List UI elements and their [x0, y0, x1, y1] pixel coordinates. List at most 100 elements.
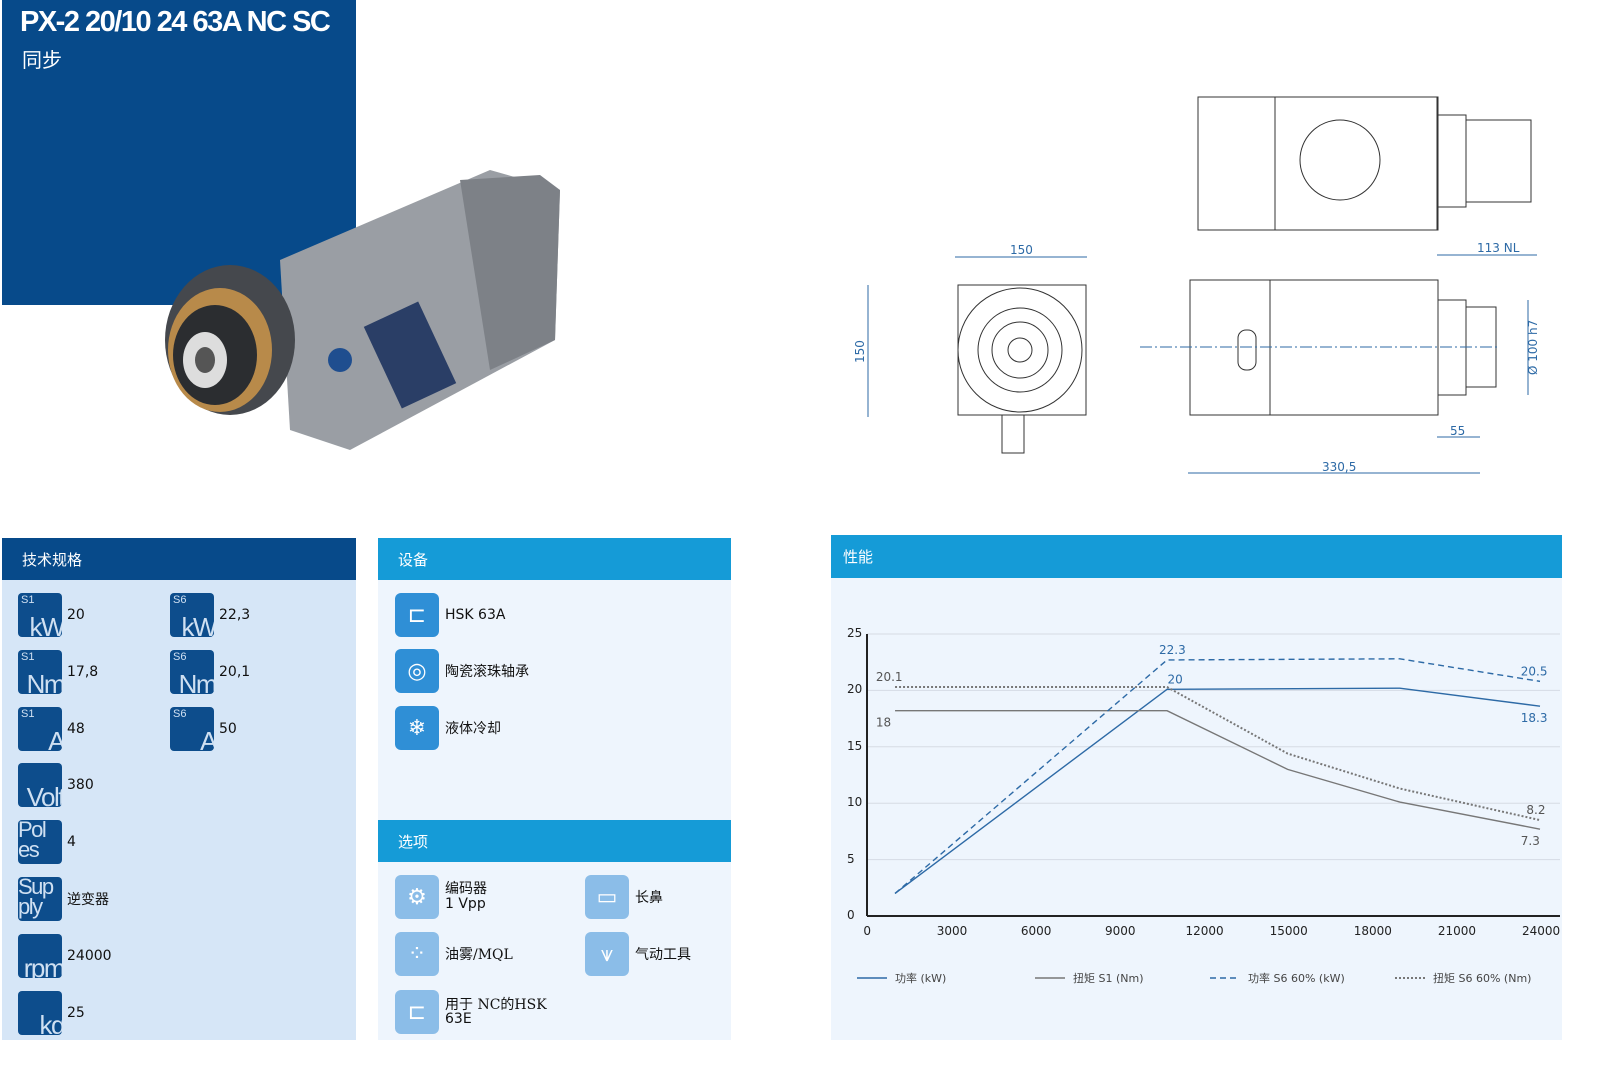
y-tick-label: 25 — [847, 626, 863, 640]
option-item: ⚙ 编码器 1 Vpp — [395, 875, 487, 919]
spec-item: S6 A 50 — [170, 707, 237, 751]
x-tick-label: 21000 — [1437, 924, 1477, 938]
data-label: 20.1 — [876, 670, 903, 684]
y-tick-label: 10 — [847, 795, 863, 810]
legend-label: 功率 S6 60% (kW) — [1248, 972, 1345, 985]
title-block: PX-2 20/10 24 63A NC SC 同步 — [2, 0, 356, 305]
spec-item: S1 kW 20 — [18, 593, 85, 637]
spec-value: 20 — [67, 607, 85, 623]
dim-length: 330,5 — [1322, 460, 1356, 474]
equipment-label: 陶瓷滚珠轴承 — [445, 664, 529, 680]
spec-item: S6 kW 22,3 — [170, 593, 250, 637]
option-label: 编码器 — [445, 881, 487, 897]
spec-item: S1 A 48 — [18, 707, 85, 751]
option-item: ⁘ 油雾/MQL — [395, 932, 513, 976]
legend-swatch — [857, 977, 887, 979]
legend-label: 功率 (kW) — [895, 972, 947, 985]
dim-offset: 55 — [1450, 424, 1465, 438]
legend-item: 功率 S6 60% (kW) — [1210, 970, 1345, 986]
equipment-label: 液体冷却 — [445, 721, 501, 737]
series-line-3 — [895, 686, 1541, 822]
spec-unit-badge: S1 kW — [18, 593, 62, 637]
spec-value: 48 — [67, 721, 85, 737]
spec-item: Volt 380 — [18, 763, 94, 807]
long-nose-icon: ▭ — [585, 875, 629, 919]
spec-value: 25 — [67, 1005, 85, 1021]
x-tick-label: 18000 — [1353, 924, 1392, 938]
spec-value: 22,3 — [219, 607, 251, 623]
y-tick-label: 20 — [847, 682, 863, 697]
option-label: 长鼻 — [635, 890, 663, 906]
equipment-item: ⊏ HSK 63A — [395, 593, 505, 637]
x-tick-label: 15000 — [1269, 924, 1308, 938]
bearing-icon: ◎ — [395, 649, 439, 693]
x-tick-label: 6000 — [1020, 924, 1052, 938]
spec-unit-badge: Volt — [18, 763, 62, 807]
data-label: 8.2 — [1526, 803, 1545, 817]
equipment-label: HSK 63A — [445, 607, 506, 623]
x-tick-label: 3000 — [936, 924, 968, 938]
spec-value: 380 — [67, 777, 94, 793]
product-title: PX-2 20/10 24 63A NC SC — [20, 6, 331, 38]
series-line-2 — [894, 658, 1541, 894]
option-label: 用于 NC的HSK — [445, 997, 547, 1013]
options-header: 选项 — [378, 820, 731, 862]
legend-item: 功率 (kW) — [857, 970, 946, 986]
spec-value: 50 — [219, 721, 237, 737]
legend-label: 扭矩 S1 (Nm) — [1073, 972, 1144, 985]
series-line-1 — [895, 710, 1541, 830]
spec-unit-badge: S1 Nm — [18, 650, 62, 694]
dim-front-height: 150 — [853, 340, 867, 363]
spec-item: S1 Nm 17,8 — [18, 650, 98, 694]
legend-item: 扭矩 S6 60% (Nm) — [1395, 970, 1531, 986]
spec-unit-badge: S6 Nm — [170, 650, 214, 694]
mql-icon: ⁘ — [395, 932, 439, 976]
technical-drawings: 150 150 113 NL Ø 100 h7 55 330,5 — [853, 96, 1540, 474]
dim-nose-length: 113 NL — [1477, 241, 1520, 255]
spec-value: 逆变器 — [67, 892, 109, 908]
pneumatic-tool-icon: ⩛ — [585, 932, 629, 976]
spec-unit-badge: S6 A — [170, 707, 214, 751]
x-tick-label: 24000 — [1522, 924, 1561, 938]
encoder-icon: ⚙ — [395, 875, 439, 919]
nc-hsk-icon: ⊏ — [395, 990, 439, 1034]
spec-value: 24000 — [67, 948, 112, 964]
option-label: 气动工具 — [635, 947, 691, 963]
dim-diameter: Ø 100 h7 — [1526, 320, 1540, 375]
data-label: 20 — [1167, 672, 1182, 686]
spec-item: Pol es 4 — [18, 820, 76, 864]
legend-item: 扭矩 S1 (Nm) — [1035, 970, 1144, 986]
equipment-item: ◎ 陶瓷滚珠轴承 — [395, 649, 529, 693]
data-label: 18 — [876, 716, 891, 730]
x-tick-label: 0 — [863, 924, 872, 938]
spec-item: rpm 24000 — [18, 934, 112, 978]
x-tick-label: 9000 — [1104, 924, 1136, 938]
spec-unit-badge: S6 kW — [170, 593, 214, 637]
spec-value: 17,8 — [67, 664, 99, 680]
legend-label: 扭矩 S6 60% (Nm) — [1433, 972, 1532, 985]
spec-value: 4 — [67, 834, 76, 850]
option-sublabel: 1 Vpp — [445, 896, 486, 912]
specs-header: 技术规格 — [2, 538, 356, 580]
y-tick-label: 15 — [847, 738, 863, 753]
spec-item: Sup ply 逆变器 — [18, 877, 109, 921]
performance-header: 性能 — [831, 535, 1562, 578]
legend-swatch — [1395, 977, 1425, 979]
spec-unit-badge: S1 A — [18, 707, 62, 751]
spec-unit-badge: kg — [18, 991, 62, 1035]
equipment-header: 设备 — [378, 538, 731, 580]
data-label: 18.3 — [1521, 711, 1548, 725]
option-sublabel: 63E — [445, 1011, 472, 1027]
option-item: ⩛ 气动工具 — [585, 932, 691, 976]
spec-item: S6 Nm 20,1 — [170, 650, 250, 694]
option-item: ▭ 长鼻 — [585, 875, 663, 919]
liquid-cooling-icon: ❄ — [395, 706, 439, 750]
spindle-photo — [165, 170, 560, 450]
data-label: 7.3 — [1521, 834, 1540, 848]
dim-front-width: 150 — [1010, 243, 1033, 257]
spec-unit-badge: Sup ply — [18, 877, 62, 921]
data-label: 20.5 — [1521, 664, 1548, 678]
legend-swatch — [1035, 977, 1065, 979]
spec-unit-badge: rpm — [18, 934, 62, 978]
